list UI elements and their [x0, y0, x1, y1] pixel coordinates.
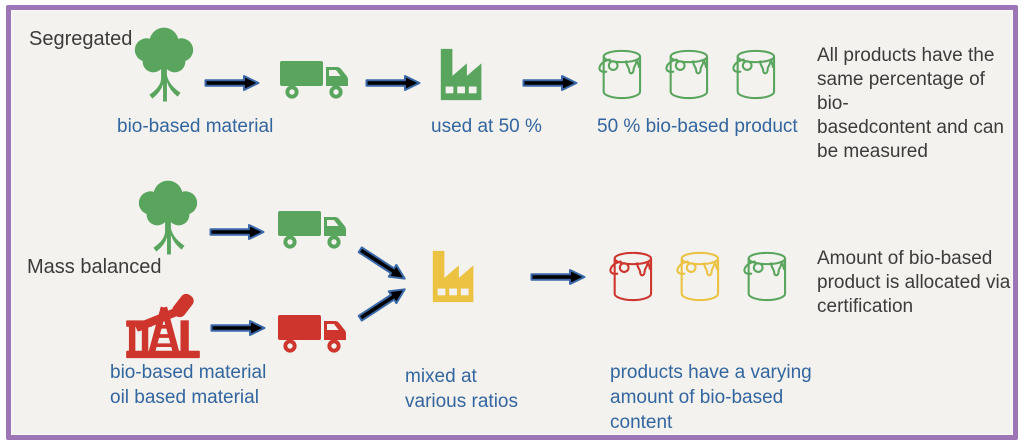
segregated-section-label: Segregated	[29, 28, 133, 50]
arrow-up-right-icon	[354, 281, 411, 327]
note-line: Amount of bio-based	[817, 248, 993, 269]
mass-balanced-section-label: Mass balanced	[27, 256, 162, 278]
label-line: various ratios	[405, 391, 518, 412]
paint-bucket-icon	[606, 249, 658, 307]
segregated-source-label: bio-based material	[117, 116, 274, 137]
label-line: bio-based material	[110, 362, 267, 383]
label-line: products have a varying	[610, 362, 812, 383]
note-line: same percentage of bio-	[817, 69, 985, 114]
label-line: content	[610, 412, 673, 433]
segregated-factory-label: used at 50 %	[431, 116, 542, 137]
factory-icon	[435, 44, 493, 102]
note-line: be measured	[817, 141, 928, 162]
note-line: All products have the	[817, 45, 995, 66]
paint-bucket-icon	[740, 249, 792, 307]
paint-bucket-icon	[595, 47, 647, 105]
mass-balanced-product-label: products have a varying amount of bio-ba…	[610, 360, 812, 435]
truck-icon	[279, 54, 349, 102]
oil-pumpjack-icon	[123, 289, 203, 359]
paint-bucket-icon	[729, 47, 781, 105]
tree-icon	[129, 23, 199, 110]
tree-icon	[133, 176, 203, 263]
truck-icon	[277, 204, 347, 252]
arrow-right-icon	[530, 268, 586, 286]
paint-bucket-icon	[662, 47, 714, 105]
note-line: basedcontent and can	[817, 117, 1004, 138]
mass-balanced-note: Amount of bio-based product is allocated…	[817, 247, 1022, 319]
arrow-right-icon	[365, 74, 421, 92]
factory-icon	[427, 246, 485, 304]
label-line: oil based material	[110, 387, 259, 408]
mass-balanced-source-label: bio-based material oil based material	[110, 360, 266, 410]
truck-icon	[277, 308, 347, 356]
note-line: product is allocated via	[817, 272, 1011, 293]
arrow-right-icon	[209, 223, 265, 241]
note-line: certification	[817, 296, 914, 317]
arrow-right-icon	[210, 319, 266, 337]
arrow-down-right-icon	[354, 241, 411, 287]
segregated-note: All products have the same percentage of…	[817, 44, 1017, 164]
arrow-right-icon	[204, 74, 260, 92]
arrow-right-icon	[522, 74, 578, 92]
paint-bucket-icon	[673, 249, 725, 307]
segregated-product-label: 50 % bio-based product	[597, 116, 798, 137]
mass-balanced-factory-label: mixed at various ratios	[405, 364, 518, 414]
label-line: amount of bio-based	[610, 387, 784, 408]
label-line: mixed at	[405, 366, 477, 387]
